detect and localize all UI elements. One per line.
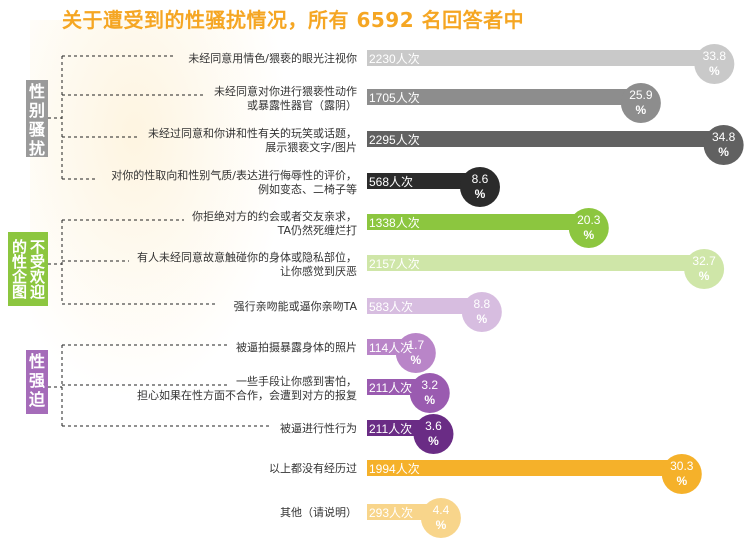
percent-label: 3.2	[421, 378, 438, 392]
percent-sign: %	[636, 103, 647, 117]
category-label: TA仍然死缠烂打	[277, 223, 357, 237]
count-label: 1338人次	[369, 216, 420, 230]
category-label: 展示猥亵文字/图片	[265, 140, 357, 154]
category-label: 被逼进行性行为	[280, 421, 357, 435]
percent-label: 33.8	[703, 49, 727, 63]
count-label: 2295人次	[369, 133, 420, 147]
count-label: 2230人次	[369, 52, 420, 66]
group-label-text: 不受欢迎的性企图	[10, 239, 46, 299]
category-label: 担心如果在性方面不合作，会遭到对方的报复	[137, 388, 357, 402]
percent-label: 3.6	[425, 419, 442, 433]
bar-end-circle	[661, 454, 702, 494]
group-label-sexual-coercion: 性强迫	[26, 350, 48, 414]
percent-label: 8.6	[472, 172, 489, 186]
bar-end-circle	[620, 83, 661, 123]
bar-end-circle	[420, 498, 461, 538]
bar	[367, 131, 724, 147]
bar	[367, 298, 482, 314]
background-decoration	[30, 20, 290, 400]
count-label: 114人次	[369, 341, 412, 355]
percent-sign: %	[424, 393, 435, 407]
percent-sign: %	[475, 187, 486, 201]
count-label: 1705人次	[369, 91, 420, 105]
percent-sign: %	[428, 434, 439, 448]
category-label: 有人未经同意故意触碰你的身体或隐私部位，	[137, 250, 357, 264]
bar-end-circle	[694, 44, 735, 84]
percent-label: 25.9	[629, 88, 653, 102]
count-label: 1994人次	[369, 462, 420, 476]
bar-end-circle	[409, 373, 450, 413]
category-label: 例如变态、二椅子等	[258, 182, 357, 196]
percent-sign: %	[699, 269, 710, 283]
count-label: 211人次	[369, 422, 412, 436]
group-label-text: 性别骚扰	[29, 82, 46, 158]
chart-title: 关于遭受到的性骚扰情况，所有 6592 名回答者中	[62, 8, 525, 32]
count-label: 583人次	[369, 300, 413, 314]
bar-end-circle	[413, 414, 454, 454]
percent-label: 32.7	[692, 254, 716, 268]
bar	[367, 214, 589, 230]
percent-sign: %	[709, 64, 720, 78]
category-label: 对你的性取向和性别气质/表达进行侮辱性的评价，	[111, 168, 357, 182]
category-label: 未经同意对你进行猥亵性动作	[214, 84, 357, 98]
percent-sign: %	[583, 228, 594, 242]
percent-label: 8.8	[473, 297, 490, 311]
percent-sign: %	[477, 312, 488, 326]
category-label: 或暴露性器官（露阴）	[247, 98, 357, 112]
percent-label: 1.7	[407, 338, 424, 352]
category-label: 强行亲吻能或逼你亲吻TA	[234, 299, 358, 313]
count-label: 211人次	[369, 381, 412, 395]
count-label: 568人次	[369, 175, 413, 189]
category-label: 让你感觉到厌恶	[280, 265, 357, 278]
bar	[367, 89, 641, 105]
category-label: 其他（请说明）	[280, 505, 357, 519]
group-label-unwanted-advances: 不受欢迎的性企图	[8, 232, 48, 306]
category-label: 一些手段让你感到害怕，	[236, 374, 357, 388]
bar-end-circle	[568, 208, 609, 248]
percent-label: 4.4	[433, 503, 450, 517]
bar	[367, 460, 682, 476]
bar-end-circle	[461, 292, 502, 332]
bar-end-circle	[395, 333, 436, 373]
percent-sign: %	[718, 145, 729, 159]
category-label: 未经过同意和你讲和性有关的玩笑或话题，	[148, 126, 357, 140]
bar-end-circle	[703, 125, 744, 165]
bar-end-circle	[459, 167, 500, 207]
percent-sign: %	[410, 353, 421, 367]
category-label: 以上都没有经历过	[269, 461, 357, 475]
group-label-text: 性强迫	[29, 352, 46, 409]
category-label: 你拒绝对方的约会或者交友亲求，	[192, 209, 357, 223]
percent-sign: %	[436, 518, 447, 532]
count-label: 2157人次	[369, 257, 420, 271]
bar	[367, 50, 715, 66]
bar	[367, 173, 480, 189]
category-label: 未经同意用情色/猥亵的眼光注视你	[188, 51, 357, 65]
bar-end-circle	[684, 249, 725, 289]
bar	[367, 255, 705, 271]
group-label-sexual-harassment: 性别骚扰	[26, 80, 48, 158]
percent-label: 20.3	[577, 213, 601, 227]
category-label: 被逼拍摄暴露身体的照片	[236, 340, 357, 354]
percent-sign: %	[676, 474, 687, 488]
count-label: 293人次	[369, 506, 413, 520]
percent-label: 34.8	[712, 130, 736, 144]
percent-label: 30.3	[670, 459, 694, 473]
